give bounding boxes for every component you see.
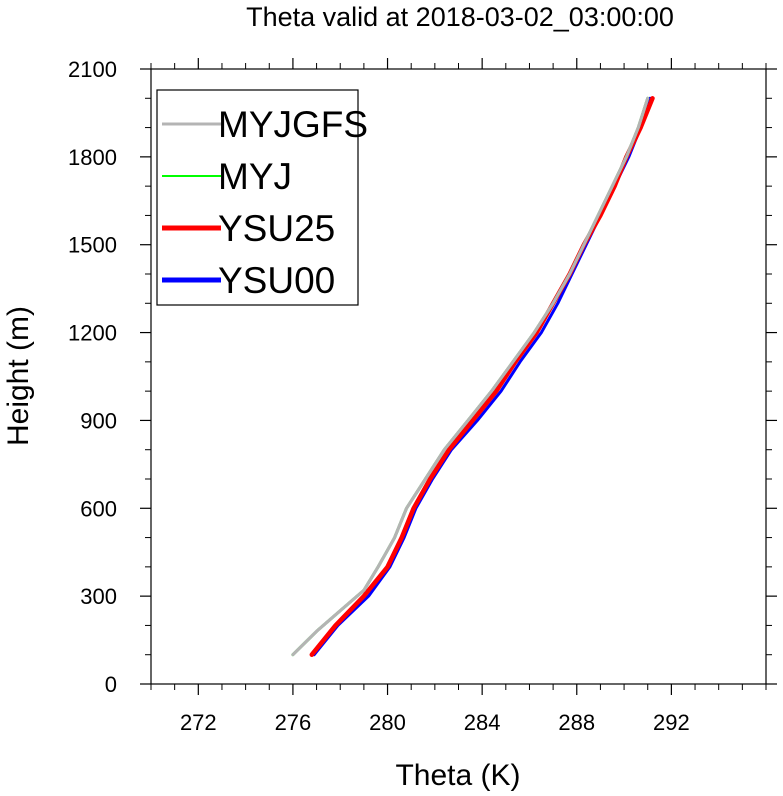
series-lines: [291, 96, 655, 657]
legend-label-myj: MYJ: [218, 156, 292, 197]
chart-title: Theta valid at 2018-03-02_03:00:00: [246, 2, 674, 32]
axis-ticks: [140, 58, 777, 695]
legend: MYJGFS MYJ YSU25 YSU00: [156, 89, 368, 306]
y-tick-label: 900: [80, 408, 117, 433]
x-axis-title: Theta (K): [395, 759, 520, 792]
legend-label-ysu00: YSU00: [218, 260, 335, 301]
series-line-ysu25: [309, 96, 655, 657]
y-tick-label: 2100: [68, 57, 117, 82]
series-line-myjgfs-overlay: [291, 97, 650, 656]
y-axis-title: Height (m): [2, 306, 35, 446]
y-tick-label: 300: [80, 584, 117, 609]
x-tick-label: 292: [653, 710, 690, 735]
y-tick-label: 600: [80, 496, 117, 521]
legend-label-ysu25: YSU25: [218, 208, 335, 249]
x-tick-label: 272: [180, 710, 217, 735]
x-tick-label: 276: [275, 710, 312, 735]
x-tick-label: 280: [369, 710, 406, 735]
y-tick-label: 1800: [68, 145, 117, 170]
axis-tick-labels: 272 276 280 284 288 292 0 300 600 900 1200 1500 1800…: [68, 57, 690, 735]
legend-label-myjgfs: MYJGFS: [218, 104, 368, 145]
legend-items: MYJGFS MYJ YSU25 YSU00: [162, 104, 368, 301]
y-tick-label: 1500: [68, 233, 117, 258]
y-tick-label: 1200: [68, 321, 117, 346]
series-line-ysu00: [312, 96, 652, 657]
legend-box: [156, 89, 359, 306]
x-tick-label: 284: [464, 710, 501, 735]
x-tick-label: 288: [558, 710, 595, 735]
y-tick-label: 0: [105, 672, 117, 697]
